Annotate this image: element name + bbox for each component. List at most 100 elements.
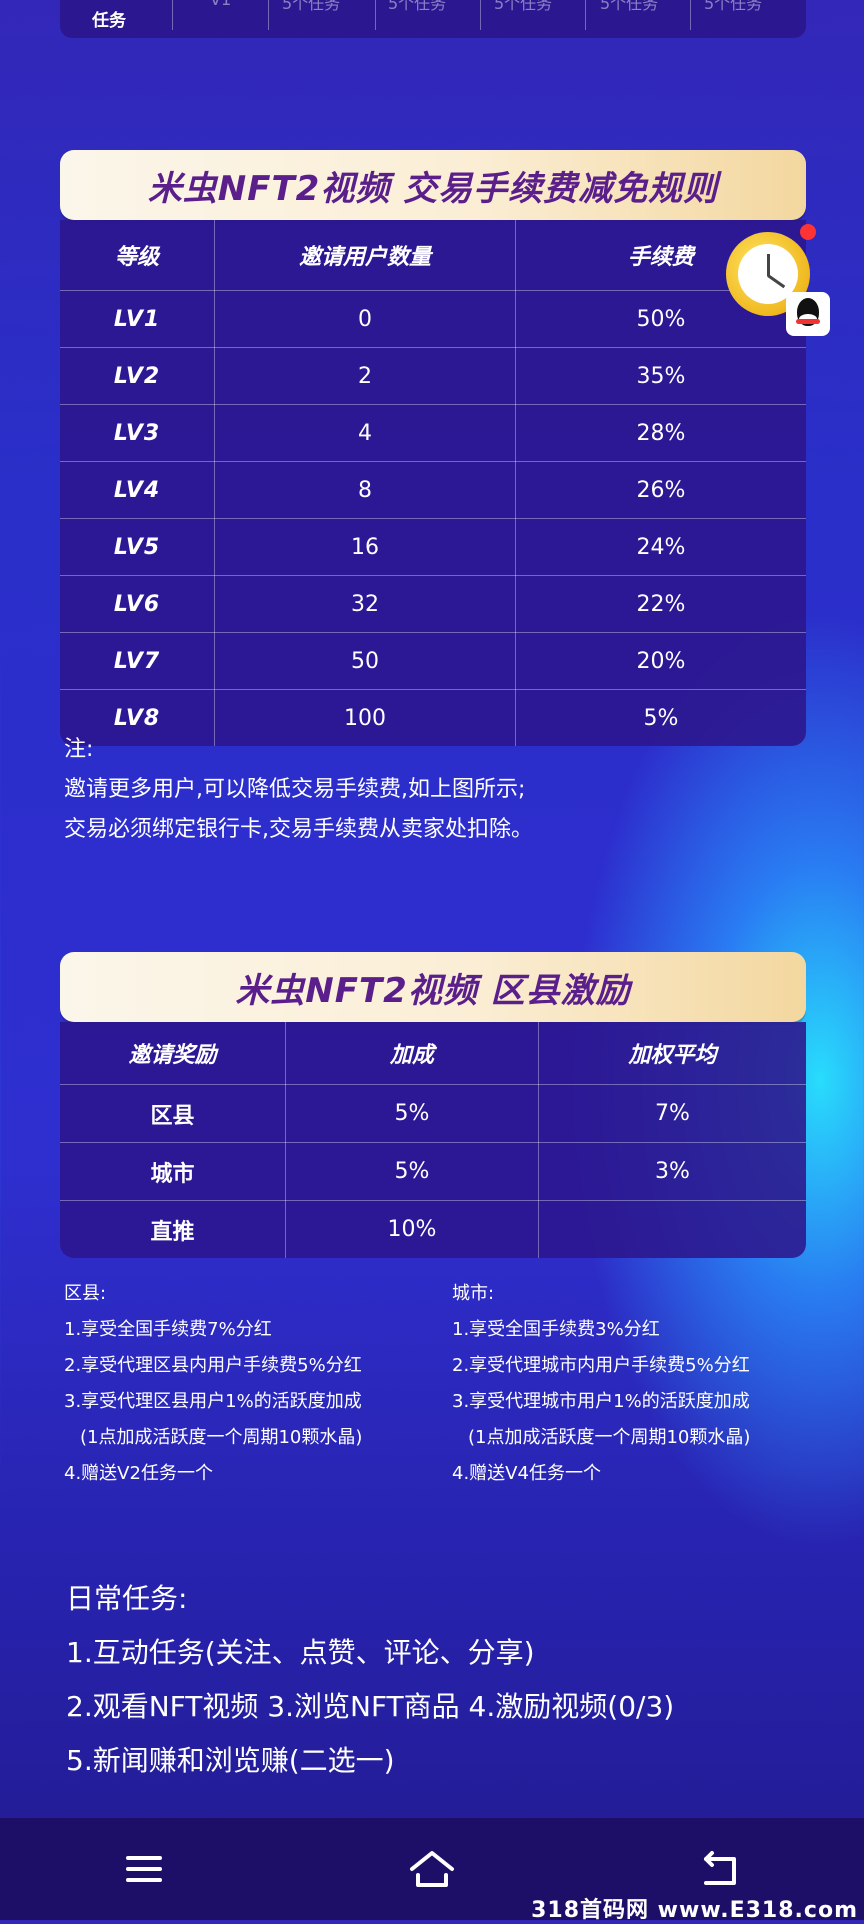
fee-cell: 26% [515, 461, 806, 519]
header-invite-count: 邀请用户数量 [214, 220, 516, 291]
header-bonus: 加成 [285, 1022, 539, 1085]
average-cell [539, 1201, 807, 1259]
menu-button[interactable] [104, 1829, 184, 1909]
header-invite-reward: 邀请奖励 [60, 1022, 286, 1085]
bonus-cell: 5% [285, 1084, 539, 1143]
invite-count-cell: 16 [214, 518, 516, 576]
fee-section-banner: 米虫NFT2视频 交易手续费减免规则 [60, 150, 806, 220]
invite-count-cell: 0 [214, 290, 516, 348]
header-level: 等级 [60, 220, 215, 291]
note-line: 4.赠送V2任务一个 [64, 1463, 213, 1484]
level-cell: LV2 [60, 347, 215, 405]
back-button[interactable] [680, 1829, 760, 1909]
divider [172, 0, 173, 30]
divider [480, 0, 481, 30]
table-header-row: 邀请奖励 加成 加权平均 [60, 1022, 806, 1085]
system-nav-bar [0, 1818, 864, 1920]
daily-task-line: 5.新闻赚和浏览赚(二选一) [66, 1744, 395, 1777]
county-table: 邀请奖励 加成 加权平均 区县 5% 7% 城市 5% 3% 直推 10% [60, 1022, 806, 1258]
county-notes: 区县: 1.享受全国手续费7%分红 2.享受代理区县内用户手续费5%分红 3.享… [64, 1276, 362, 1492]
strip-cell: 5个任务 [494, 0, 553, 13]
divider [375, 0, 376, 30]
reward-name-cell: 区县 [60, 1084, 286, 1143]
county-table-panel: 邀请奖励 加成 加权平均 区县 5% 7% 城市 5% 3% 直推 10% [60, 1022, 806, 1258]
table-row: LV5 16 24% [60, 518, 806, 576]
strip-cell: 5个任务 [388, 0, 447, 13]
county-notes-title: 区县: [64, 1283, 107, 1304]
note-line: 4.赠送V4任务一个 [452, 1463, 601, 1484]
note-line: 3.享受代理区县用户1%的活跃度加成 [64, 1391, 362, 1412]
invite-count-cell: 32 [214, 575, 516, 633]
clock-face [738, 244, 798, 304]
note-line: (1点加成活跃度一个周期10颗水晶) [80, 1427, 363, 1448]
note-line: 邀请更多用户,可以降低交易手续费,如上图所示; [64, 777, 526, 802]
table-row: LV3 4 28% [60, 404, 806, 462]
fee-cell: 28% [515, 404, 806, 462]
penguin-scarf [796, 319, 820, 324]
home-icon [410, 1851, 454, 1887]
strip-cell: 5个任务 [282, 0, 341, 13]
fee-cell: 22% [515, 575, 806, 633]
notification-dot [800, 224, 816, 240]
table-row: 城市 5% 3% [60, 1142, 806, 1201]
note-line: 1.享受全国手续费7%分红 [64, 1319, 272, 1340]
fee-notes: 注: 邀请更多用户,可以降低交易手续费,如上图所示; 交易必须绑定银行卡,交易手… [64, 730, 533, 850]
level-cell: LV1 [60, 290, 215, 348]
invite-count-cell: 100 [214, 689, 516, 746]
bonus-cell: 10% [285, 1200, 539, 1258]
invite-count-cell: 2 [214, 347, 516, 405]
table-row: LV6 32 22% [60, 575, 806, 633]
previous-table-strip: 任务 V1 5个任务 5个任务 5个任务 5个任务 5个任务 [60, 0, 806, 38]
fee-cell: 24% [515, 518, 806, 576]
table-row: LV1 0 50% [60, 290, 806, 348]
strip-cell: V1 [210, 0, 231, 9]
reward-name-cell: 直推 [60, 1200, 286, 1258]
note-line: 1.享受全国手续费3%分红 [452, 1319, 660, 1340]
note-line: 2.享受代理区县内用户手续费5%分红 [64, 1355, 362, 1376]
daily-task-line: 1.互动任务(关注、点赞、评论、分享) [66, 1636, 535, 1669]
table-row: LV7 50 20% [60, 632, 806, 690]
level-cell: LV8 [60, 689, 215, 746]
clock-icon[interactable] [726, 232, 810, 316]
fee-table-panel: 等级 邀请用户数量 手续费 LV1 0 50% LV2 2 35% LV3 4 28% LV… [60, 220, 806, 746]
city-notes-title: 城市: [452, 1283, 495, 1304]
level-cell: LV7 [60, 632, 215, 690]
invite-count-cell: 4 [214, 404, 516, 462]
divider [268, 0, 269, 30]
note-line: 2.享受代理城市内用户手续费5%分红 [452, 1355, 750, 1376]
clock-hand [767, 274, 786, 289]
home-button[interactable] [392, 1829, 472, 1909]
header-weighted-average: 加权平均 [538, 1022, 806, 1085]
city-notes: 城市: 1.享受全国手续费3%分红 2.享受代理城市内用户手续费5%分红 3.享… [452, 1276, 750, 1492]
watermark-text: 318首码网 www.E318.com [531, 1898, 858, 1923]
fee-cell: 5% [643, 705, 679, 731]
daily-tasks: 日常任务: 1.互动任务(关注、点赞、评论、分享) 2.观看NFT视频 3.浏览… [66, 1572, 674, 1788]
note-line: 3.享受代理城市用户1%的活跃度加成 [452, 1391, 750, 1412]
level-cell: LV3 [60, 404, 215, 462]
table-row: 区县 5% 7% [60, 1084, 806, 1143]
fee-cell: 35% [515, 347, 806, 405]
county-section-banner: 米虫NFT2视频 区县激励 [60, 952, 806, 1022]
fee-table: 等级 邀请用户数量 手续费 LV1 0 50% LV2 2 35% LV3 4 28% LV… [60, 220, 806, 746]
reward-name-cell: 城市 [60, 1142, 286, 1201]
invite-count-cell: 50 [214, 632, 516, 690]
bonus-cell: 5% [285, 1142, 539, 1201]
note-line: (1点加成活跃度一个周期10颗水晶) [468, 1427, 751, 1448]
note-title: 注: [64, 737, 94, 762]
invite-count-cell: 8 [214, 461, 516, 519]
average-cell: 7% [538, 1084, 806, 1143]
average-cell: 3% [538, 1142, 806, 1201]
daily-tasks-title: 日常任务: [66, 1582, 188, 1615]
strip-label: 任务 [92, 11, 126, 31]
divider [585, 0, 586, 30]
qq-penguin-icon[interactable] [786, 292, 830, 336]
table-row: LV2 2 35% [60, 347, 806, 405]
table-row: 直推 10% [60, 1200, 807, 1259]
back-icon [704, 1851, 736, 1885]
table-row: LV8 100 5% [60, 689, 806, 746]
menu-icon [126, 1856, 162, 1882]
table-header-row: 等级 邀请用户数量 手续费 [60, 220, 806, 291]
clock-hand [767, 254, 770, 276]
level-cell: LV4 [60, 461, 215, 519]
divider [690, 0, 691, 30]
